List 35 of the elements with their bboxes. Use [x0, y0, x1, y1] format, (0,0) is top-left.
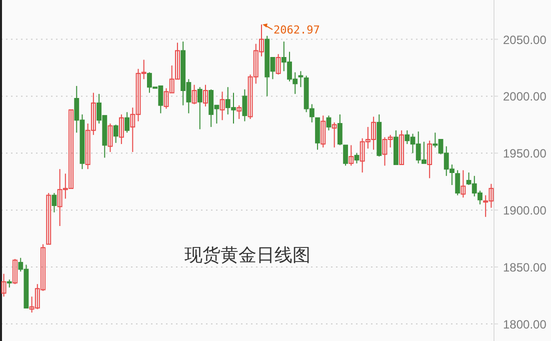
- candlestick: [326, 115, 332, 131]
- candlestick: [118, 114, 124, 145]
- candlestick: [343, 144, 348, 166]
- candlestick: [236, 104, 242, 120]
- candlestick: [203, 84, 208, 107]
- candlestick: [427, 140, 432, 179]
- candlestick: [108, 123, 113, 152]
- candlestick: [276, 54, 281, 76]
- candlestick: [337, 114, 342, 146]
- candlestick: [455, 170, 460, 196]
- candlestick: [197, 86, 202, 130]
- candlestick: [52, 192, 57, 213]
- candlestick: [298, 70, 304, 88]
- candlestick: [113, 124, 118, 144]
- candlestick: [348, 144, 354, 166]
- y-tick-label: 2000.00: [503, 90, 547, 104]
- text: 现货黄金日线图: [184, 245, 310, 265]
- candlestick: [320, 115, 326, 148]
- candlestick: [332, 122, 337, 148]
- y-tick-label: 2050.00: [503, 32, 547, 47]
- candlestick: [192, 84, 197, 105]
- candlestick: [242, 88, 248, 122]
- candlestick: [46, 192, 52, 245]
- candlestick: [354, 152, 360, 164]
- annotation: 2062.97: [274, 24, 320, 37]
- candlestick: [460, 170, 466, 198]
- y-tick-label: 1900.00: [503, 204, 547, 218]
- candlestick: [220, 91, 225, 121]
- candlestick: [124, 112, 130, 134]
- candlestick: [1, 273, 6, 298]
- candlestick: [12, 258, 18, 285]
- y-tick-label: 1950.00: [503, 146, 547, 161]
- candlestick: [399, 130, 404, 166]
- y-tick-label: 1850.00: [503, 260, 547, 274]
- y-tick-label: 1800.00: [503, 317, 547, 332]
